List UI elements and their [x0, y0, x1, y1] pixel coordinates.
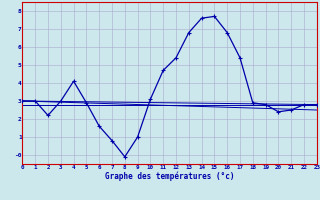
- X-axis label: Graphe des températures (°c): Graphe des températures (°c): [105, 171, 234, 181]
